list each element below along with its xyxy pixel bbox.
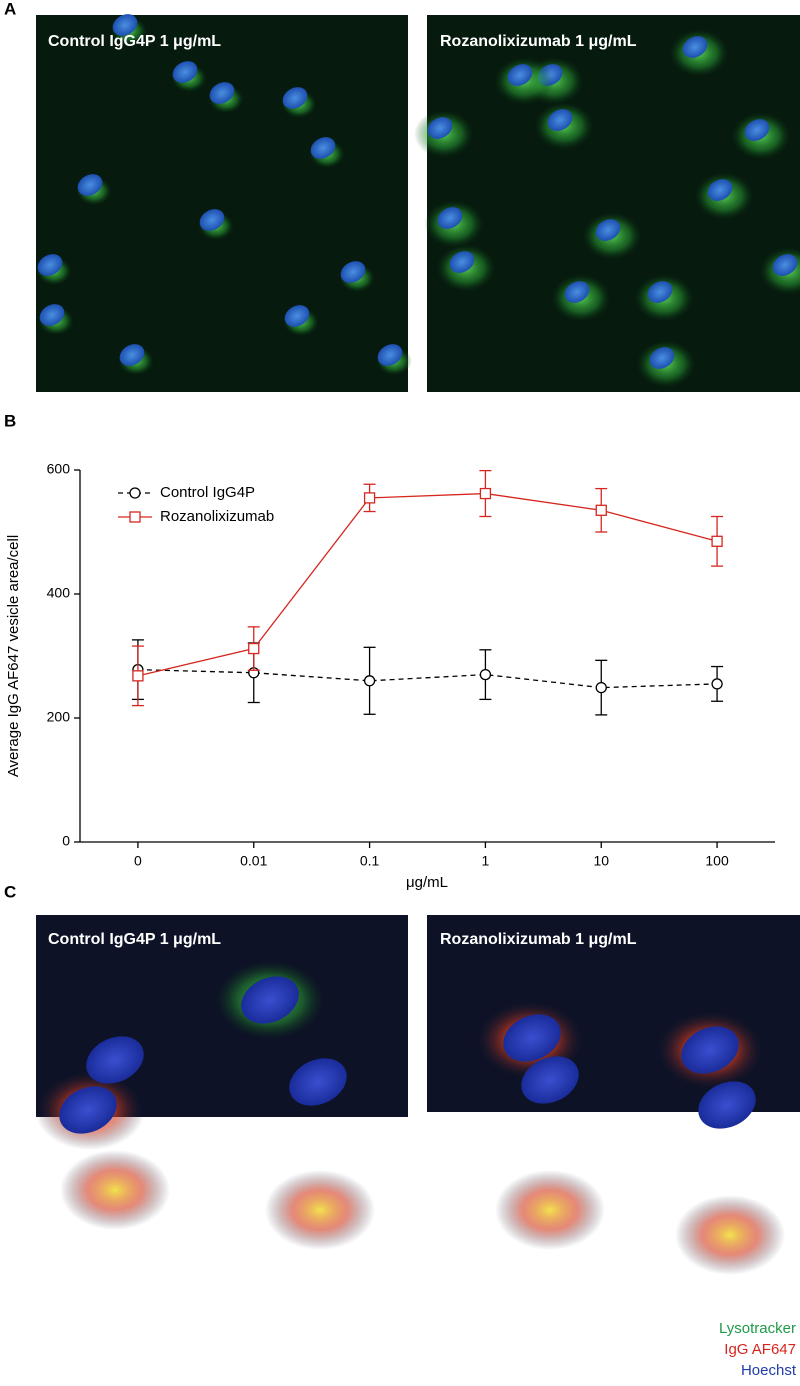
marker bbox=[363, 492, 376, 504]
nucleus bbox=[707, 179, 733, 201]
legend-label: Control IgG4P bbox=[160, 484, 255, 501]
nucleus bbox=[39, 304, 65, 326]
legend-label: Rozanolixizumab bbox=[160, 508, 274, 525]
nucleus bbox=[282, 87, 308, 109]
nucleus bbox=[595, 219, 621, 241]
marker bbox=[129, 511, 141, 523]
nucleus bbox=[284, 305, 310, 327]
nucleus bbox=[112, 14, 138, 36]
legend-text: Hoechst bbox=[741, 1362, 797, 1379]
nucleus bbox=[119, 344, 145, 366]
nucleus bbox=[647, 281, 673, 303]
legend-text: Lysotracker bbox=[719, 1320, 796, 1337]
nucleus bbox=[377, 344, 403, 366]
image-title: Control IgG4P 1 μg/mL bbox=[48, 931, 221, 948]
image-title: Rozanolixizumab 1 μg/mL bbox=[440, 33, 637, 50]
nucleus bbox=[744, 119, 770, 141]
marker bbox=[711, 535, 723, 547]
marker bbox=[479, 668, 492, 681]
nucleus bbox=[289, 1058, 347, 1106]
x-tick-label: 100 bbox=[705, 853, 729, 869]
cell-body bbox=[675, 1195, 785, 1275]
nucleus bbox=[37, 254, 63, 276]
image-title: Control IgG4P 1 μg/mL bbox=[48, 33, 221, 50]
image-title: Rozanolixizumab 1 μg/mL bbox=[440, 931, 637, 948]
x-axis-label: μg/mL bbox=[406, 874, 448, 891]
nucleus bbox=[698, 1081, 756, 1129]
nucleus bbox=[310, 137, 336, 159]
nucleus bbox=[209, 82, 235, 104]
nucleus bbox=[427, 117, 453, 139]
marker bbox=[363, 675, 376, 687]
nucleus bbox=[241, 976, 299, 1024]
marker bbox=[132, 670, 144, 682]
nucleus bbox=[437, 207, 463, 229]
x-tick-label: 0.1 bbox=[360, 853, 380, 869]
nucleus bbox=[564, 281, 590, 303]
nucleus bbox=[649, 347, 675, 369]
cell-body bbox=[495, 1170, 605, 1250]
marker bbox=[595, 504, 607, 516]
x-tick-label: 0 bbox=[134, 853, 142, 869]
marker bbox=[129, 487, 141, 499]
nucleus bbox=[340, 261, 366, 283]
nucleus bbox=[77, 174, 103, 196]
y-tick-label: 200 bbox=[47, 709, 71, 725]
marker bbox=[248, 642, 260, 655]
nucleus bbox=[682, 36, 708, 58]
panel-label: A bbox=[4, 0, 16, 18]
series-line bbox=[137, 668, 718, 689]
nucleus bbox=[199, 209, 225, 231]
y-tick-label: 400 bbox=[47, 585, 71, 601]
y-tick-label: 600 bbox=[47, 461, 71, 477]
nucleus bbox=[772, 254, 798, 276]
series-line bbox=[137, 492, 718, 677]
nucleus bbox=[681, 1026, 739, 1074]
nucleus bbox=[86, 1036, 144, 1084]
nucleus bbox=[172, 61, 198, 83]
nucleus bbox=[503, 1014, 561, 1062]
y-tick-label: 0 bbox=[62, 833, 70, 849]
nucleus bbox=[547, 109, 573, 131]
x-tick-label: 1 bbox=[482, 853, 490, 869]
nucleus bbox=[449, 251, 475, 273]
cell-body bbox=[265, 1170, 375, 1250]
nucleus bbox=[521, 1056, 579, 1104]
nucleus bbox=[507, 64, 533, 86]
panel-label: C bbox=[4, 882, 16, 901]
x-tick-label: 10 bbox=[593, 853, 609, 869]
marker bbox=[479, 487, 492, 500]
x-tick-label: 0.01 bbox=[240, 853, 267, 869]
marker bbox=[711, 678, 723, 690]
y-axis-label: Average IgG AF647 vesicle area/cell bbox=[5, 535, 22, 777]
nucleus bbox=[59, 1086, 117, 1134]
panel-label: B bbox=[4, 411, 16, 430]
cell-body bbox=[60, 1150, 170, 1230]
marker bbox=[595, 681, 607, 694]
legend-text: IgG AF647 bbox=[724, 1341, 796, 1358]
